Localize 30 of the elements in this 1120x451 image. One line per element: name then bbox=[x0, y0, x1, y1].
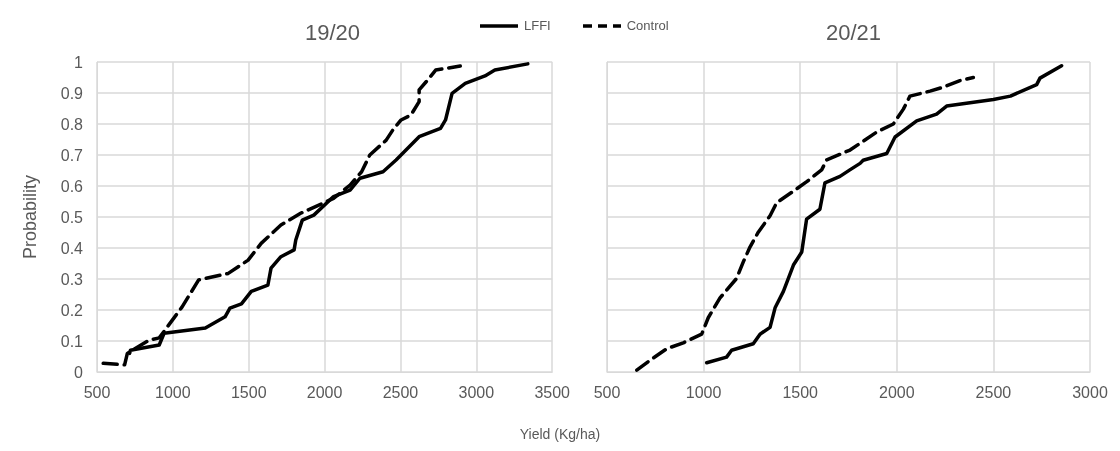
y-tick-label: 0.7 bbox=[60, 146, 84, 164]
x-tick-label: 1500 bbox=[782, 383, 819, 401]
y-axis-title: Probability bbox=[20, 174, 40, 260]
x-tick-label: 2500 bbox=[382, 383, 419, 401]
y-tick-label: 1 bbox=[74, 53, 84, 71]
y-tick-label: 0.8 bbox=[60, 115, 84, 133]
y-tick-label: 0.3 bbox=[60, 270, 84, 288]
x-tick-label: 500 bbox=[593, 383, 621, 401]
chart-title: 20/21 bbox=[825, 19, 882, 45]
legend-label: Control bbox=[626, 18, 669, 33]
chart-title: 19/20 bbox=[304, 19, 361, 45]
y-tick-label: 0.6 bbox=[60, 177, 84, 195]
legend-label: LFFI bbox=[524, 18, 551, 33]
x-tick-label: 1000 bbox=[155, 383, 191, 401]
x-tick-label: 3000 bbox=[458, 383, 495, 401]
x-tick-label: 500 bbox=[83, 383, 111, 401]
x-tick-label: 1500 bbox=[230, 383, 267, 401]
x-tick-label: 2500 bbox=[975, 383, 1012, 401]
y-tick-label: 0 bbox=[74, 363, 84, 381]
x-tick-label: 2000 bbox=[879, 383, 915, 401]
y-tick-label: 0.4 bbox=[60, 239, 84, 257]
x-tick-label: 3000 bbox=[1072, 383, 1108, 401]
y-tick-label: 0.5 bbox=[60, 208, 84, 226]
y-tick-label: 0.9 bbox=[60, 84, 84, 102]
x-axis-title: Yield (Kg/ha) bbox=[518, 426, 602, 442]
x-tick-label: 1000 bbox=[685, 383, 722, 401]
x-tick-label: 3500 bbox=[534, 383, 571, 401]
y-tick-label: 0.2 bbox=[60, 301, 84, 319]
x-tick-label: 2000 bbox=[306, 383, 343, 401]
y-tick-label: 0.1 bbox=[60, 332, 84, 350]
